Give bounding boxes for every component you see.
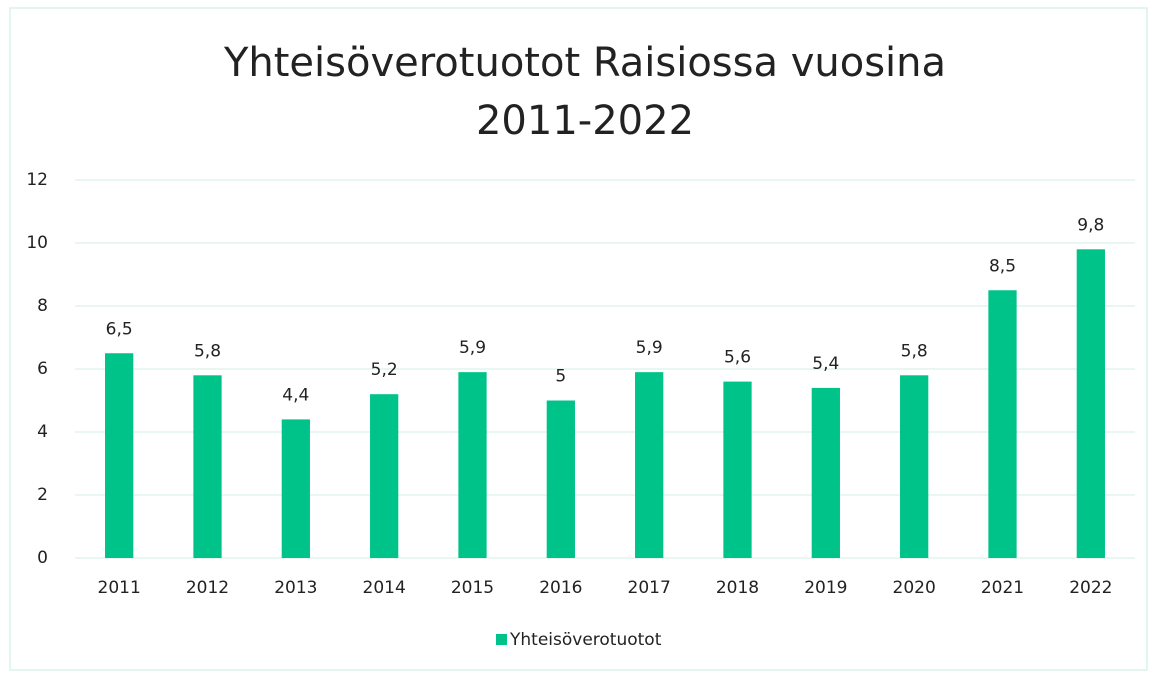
chart-title: Yhteisöverotuotot Raisiossa vuosina 2011… (223, 40, 947, 144)
y-tick-label: 12 (26, 170, 48, 190)
legend-swatch (496, 634, 507, 645)
data-label: 5 (555, 367, 566, 387)
bar (1076, 249, 1105, 559)
y-tick-label: 10 (26, 233, 48, 253)
bar (193, 375, 222, 558)
x-tick-label: 2019 (804, 578, 847, 598)
bar (811, 387, 840, 558)
y-tick-label: 0 (37, 548, 48, 568)
data-label: 5,6 (724, 348, 751, 368)
legend-label: Yhteisöverotuotot (509, 630, 662, 650)
x-tick-label: 2018 (716, 578, 759, 598)
data-label: 5,8 (901, 341, 928, 361)
bar (281, 419, 310, 558)
bar (988, 290, 1017, 558)
chart-frame (9, 7, 1148, 671)
data-label: 5,4 (812, 354, 839, 374)
y-tick-label: 6 (37, 359, 48, 379)
data-label: 5,9 (636, 338, 663, 358)
data-label: 5,8 (194, 341, 221, 361)
bar (370, 394, 399, 558)
x-tick-label: 2015 (451, 578, 494, 598)
x-tick-label: 2014 (363, 578, 406, 598)
y-tick-label: 2 (37, 485, 48, 505)
data-label: 6,5 (106, 319, 133, 339)
x-tick-label: 2013 (274, 578, 317, 598)
bar (900, 375, 929, 558)
bar (723, 381, 752, 558)
bar (546, 400, 575, 558)
y-tick-label: 4 (37, 422, 48, 442)
x-tick-label: 2012 (186, 578, 229, 598)
data-label: 9,8 (1077, 215, 1104, 235)
bar (458, 372, 487, 558)
x-tick-label: 2017 (628, 578, 671, 598)
data-label: 5,2 (371, 360, 398, 380)
y-tick-label: 8 (37, 296, 48, 316)
x-tick-label: 2020 (893, 578, 936, 598)
x-tick-label: 2022 (1069, 578, 1112, 598)
data-label: 5,9 (459, 338, 486, 358)
data-label: 4,4 (282, 385, 309, 405)
bar (635, 372, 664, 558)
x-tick-label: 2011 (98, 578, 141, 598)
x-tick-label: 2016 (539, 578, 582, 598)
data-label: 8,5 (989, 256, 1016, 276)
bar (105, 353, 134, 558)
x-tick-label: 2021 (981, 578, 1024, 598)
